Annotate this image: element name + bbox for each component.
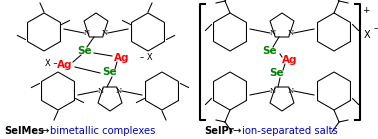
Text: N: N xyxy=(270,87,276,95)
Text: Ag: Ag xyxy=(114,53,130,63)
Text: – X: – X xyxy=(140,53,153,61)
Text: N: N xyxy=(270,29,276,37)
Text: Se: Se xyxy=(263,46,277,56)
Text: Ag: Ag xyxy=(282,55,298,65)
Text: X –: X – xyxy=(45,59,57,69)
Text: ion-separated salts: ion-separated salts xyxy=(242,126,338,136)
Text: N: N xyxy=(288,29,294,37)
Text: N: N xyxy=(102,29,108,37)
Text: –: – xyxy=(374,24,378,33)
Text: bimetallic complexes: bimetallic complexes xyxy=(50,126,155,136)
Text: N: N xyxy=(84,29,90,37)
Text: +: + xyxy=(362,6,370,15)
Text: SelPr: SelPr xyxy=(204,126,234,136)
Text: →: → xyxy=(232,126,240,136)
Text: X: X xyxy=(364,30,370,40)
Text: N: N xyxy=(288,87,294,95)
Text: →: → xyxy=(40,126,48,136)
Text: SelMes: SelMes xyxy=(4,126,44,136)
Text: N: N xyxy=(98,87,104,95)
Text: Ag: Ag xyxy=(57,60,73,70)
Text: Se: Se xyxy=(78,46,92,56)
Text: N: N xyxy=(116,87,122,95)
Text: Se: Se xyxy=(270,68,284,78)
Text: Se: Se xyxy=(103,67,117,77)
